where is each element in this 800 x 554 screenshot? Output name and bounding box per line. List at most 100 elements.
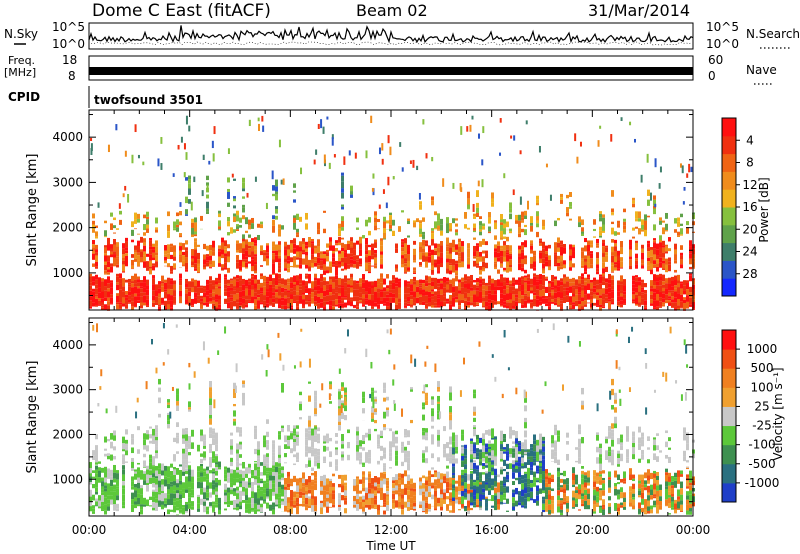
data-cell xyxy=(281,466,284,471)
data-cell xyxy=(413,220,416,223)
data-cell xyxy=(329,496,332,504)
data-cell xyxy=(278,457,281,461)
data-cell xyxy=(305,294,308,302)
data-cell xyxy=(245,239,248,245)
data-cell xyxy=(512,446,515,453)
data-cell xyxy=(245,467,248,474)
data-cell xyxy=(611,190,614,197)
data-cell xyxy=(305,251,308,256)
data-cell xyxy=(635,218,638,222)
data-cell xyxy=(95,450,98,455)
data-cell xyxy=(305,248,308,252)
data-cell xyxy=(401,247,404,252)
data-cell xyxy=(644,283,647,288)
data-cell xyxy=(410,291,413,296)
data-cell xyxy=(146,305,149,308)
data-cell xyxy=(647,270,650,271)
data-cell xyxy=(314,480,317,484)
data-cell xyxy=(338,277,341,285)
data-cell xyxy=(356,255,359,260)
data-cell xyxy=(464,280,467,284)
data-cell xyxy=(140,251,143,258)
data-cell xyxy=(380,245,383,252)
data-cell xyxy=(296,452,299,460)
data-cell xyxy=(383,424,386,428)
data-cell xyxy=(356,451,359,457)
data-cell xyxy=(119,304,122,309)
data-cell xyxy=(554,292,557,299)
data-cell xyxy=(482,301,485,307)
data-cell xyxy=(431,482,434,486)
data-cell xyxy=(518,214,521,221)
data-cell xyxy=(170,254,173,260)
data-cell xyxy=(413,500,416,503)
data-cell xyxy=(215,462,218,465)
data-cell xyxy=(266,496,269,499)
data-cell xyxy=(422,450,425,454)
data-cell xyxy=(185,299,188,304)
data-cell xyxy=(359,258,362,265)
data-cell xyxy=(194,292,197,298)
data-cell xyxy=(92,508,95,512)
data-cell xyxy=(332,499,335,505)
data-cell xyxy=(344,508,347,514)
data-cell xyxy=(122,278,125,283)
data-cell xyxy=(104,485,107,489)
data-cell xyxy=(362,279,365,283)
data-cell xyxy=(236,224,239,227)
data-cell xyxy=(485,473,488,480)
data-cell xyxy=(335,292,338,300)
data-cell xyxy=(635,242,638,248)
data-cell xyxy=(413,260,416,263)
data-cell xyxy=(617,260,620,263)
data-cell xyxy=(503,304,506,308)
data-cell xyxy=(680,228,683,235)
data-cell xyxy=(281,300,284,306)
data-cell xyxy=(206,208,209,212)
data-cell xyxy=(473,256,476,259)
data-cell xyxy=(317,451,320,456)
data-cell xyxy=(236,255,239,260)
data-cell xyxy=(425,256,428,262)
data-cell xyxy=(326,433,329,439)
data-cell xyxy=(332,493,335,500)
data-cell xyxy=(449,263,452,266)
data-cell xyxy=(407,220,410,225)
data-cell xyxy=(230,287,233,291)
data-cell xyxy=(365,219,368,227)
data-cell xyxy=(176,394,179,402)
data-cell xyxy=(182,255,185,261)
data-cell xyxy=(299,289,302,292)
data-cell xyxy=(668,261,671,265)
data-cell xyxy=(134,212,137,220)
data-cell xyxy=(509,463,512,469)
data-cell xyxy=(644,229,647,237)
data-cell xyxy=(185,440,188,444)
data-cell xyxy=(341,227,344,231)
data-cell xyxy=(359,452,362,459)
data-cell xyxy=(614,246,617,252)
data-cell xyxy=(230,294,233,298)
data-cell xyxy=(593,219,596,225)
data-cell xyxy=(419,265,422,267)
data-cell xyxy=(160,137,163,144)
data-cell xyxy=(653,195,656,200)
data-cell xyxy=(176,405,179,411)
data-cell xyxy=(380,254,383,259)
data-cell xyxy=(470,274,473,281)
data-cell xyxy=(584,285,587,291)
data-cell xyxy=(419,477,422,482)
data-cell xyxy=(287,505,290,508)
data-cell xyxy=(530,447,533,451)
data-cell xyxy=(203,264,206,268)
data-cell xyxy=(110,303,113,305)
data-cell xyxy=(305,504,308,508)
data-cell xyxy=(293,504,296,508)
data-cell xyxy=(185,511,188,513)
data-cell xyxy=(116,258,119,265)
data-cell xyxy=(557,280,560,287)
data-cell xyxy=(230,469,233,474)
data-cell xyxy=(548,472,551,476)
data-cell xyxy=(245,256,248,260)
data-cell xyxy=(221,254,224,259)
